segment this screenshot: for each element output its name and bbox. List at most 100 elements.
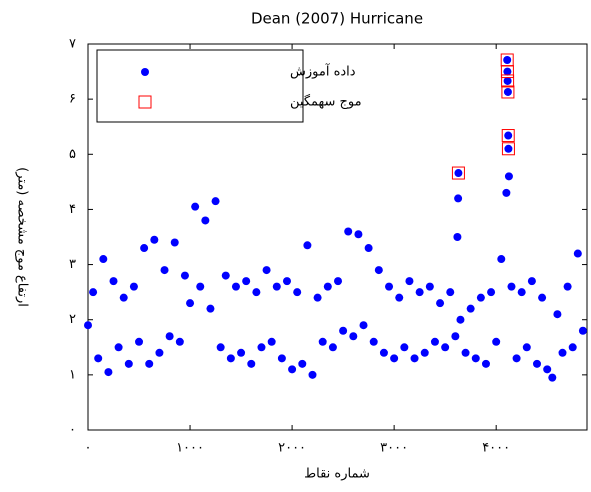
data-point (369, 337, 378, 346)
data-point (374, 266, 383, 275)
legend-marker (138, 95, 152, 109)
data-point (328, 343, 337, 352)
y-tick-label: ۵ (69, 147, 76, 162)
data-point (257, 343, 266, 352)
data-point (385, 282, 394, 291)
data-point (221, 271, 230, 280)
data-point (568, 343, 577, 352)
data-point (430, 337, 439, 346)
data-point (461, 348, 470, 357)
data-point (395, 293, 404, 302)
data-point (344, 227, 353, 236)
data-point (339, 326, 348, 335)
data-point (453, 233, 462, 241)
rogue-wave-marker (501, 129, 515, 143)
data-point (451, 332, 460, 341)
rogue-wave-marker (501, 85, 515, 99)
data-point (267, 337, 276, 346)
data-point (481, 359, 490, 368)
data-point (170, 238, 179, 247)
data-point (471, 354, 480, 363)
data-point (282, 277, 291, 286)
data-point (354, 230, 363, 239)
data-point (119, 293, 128, 302)
data-point (323, 282, 332, 291)
data-point (503, 76, 512, 85)
data-point (548, 373, 557, 382)
y-tick-label: ۲ (69, 312, 76, 327)
data-point (216, 343, 225, 352)
data-point (492, 337, 501, 346)
data-point (497, 255, 506, 264)
data-point (288, 365, 297, 374)
data-point (129, 282, 138, 291)
data-point (318, 337, 327, 346)
data-point (446, 288, 455, 297)
data-point (160, 266, 169, 275)
data-point (191, 202, 200, 211)
y-tick-label: ۶ (69, 92, 76, 107)
y-tick-label: ۴ (69, 202, 76, 217)
data-point (441, 343, 450, 352)
chart-title: Dean (2007) Hurricane (251, 10, 423, 28)
data-point (140, 244, 149, 253)
data-point (522, 343, 531, 352)
y-tick-label: ۱ (69, 367, 76, 382)
data-point (532, 359, 541, 368)
data-point (502, 188, 511, 197)
y-axis-label: ارتفاع موج مشخصه (متر) (15, 167, 30, 307)
data-point (272, 282, 281, 291)
data-point (334, 277, 343, 286)
data-point (242, 277, 251, 286)
data-point (454, 194, 463, 203)
data-point (436, 299, 445, 308)
data-point (150, 235, 159, 244)
data-point (425, 282, 434, 291)
data-point (563, 282, 572, 291)
data-point (94, 354, 103, 363)
data-point (186, 299, 195, 308)
data-point (573, 249, 582, 258)
data-point (298, 359, 307, 368)
legend-box (96, 49, 304, 123)
y-tick-label: ۳ (69, 257, 76, 272)
data-point (349, 332, 358, 341)
data-point (400, 343, 409, 352)
data-point (487, 288, 496, 297)
data-point (527, 277, 536, 286)
legend-label: داده آموزش (290, 63, 356, 80)
data-point (135, 337, 144, 346)
data-point (313, 293, 322, 302)
data-point (155, 348, 164, 357)
data-point (293, 288, 302, 297)
data-point (84, 321, 92, 330)
data-point (503, 87, 512, 96)
data-point (476, 293, 485, 302)
data-point (507, 282, 516, 291)
x-tick-label: ۲۰۰۰ (278, 441, 306, 456)
data-point (503, 55, 512, 64)
y-tick-label: ۷ (69, 37, 76, 52)
data-point (145, 359, 154, 368)
data-point (543, 365, 552, 374)
data-point (196, 282, 205, 291)
data-point (538, 293, 547, 302)
data-point (503, 67, 512, 76)
data-point (237, 348, 246, 357)
data-point (504, 144, 513, 153)
legend-marker (141, 68, 149, 76)
data-point (175, 337, 184, 346)
data-point (364, 244, 373, 253)
data-point (252, 288, 261, 297)
data-point (231, 282, 240, 291)
data-point (201, 216, 210, 225)
data-point (415, 288, 424, 297)
data-point (247, 359, 256, 368)
data-point (466, 304, 475, 313)
data-point (504, 172, 513, 181)
rogue-wave-marker (451, 166, 465, 180)
data-point (504, 131, 513, 140)
data-point (410, 354, 419, 363)
x-tick-label: ۰ (85, 441, 92, 456)
